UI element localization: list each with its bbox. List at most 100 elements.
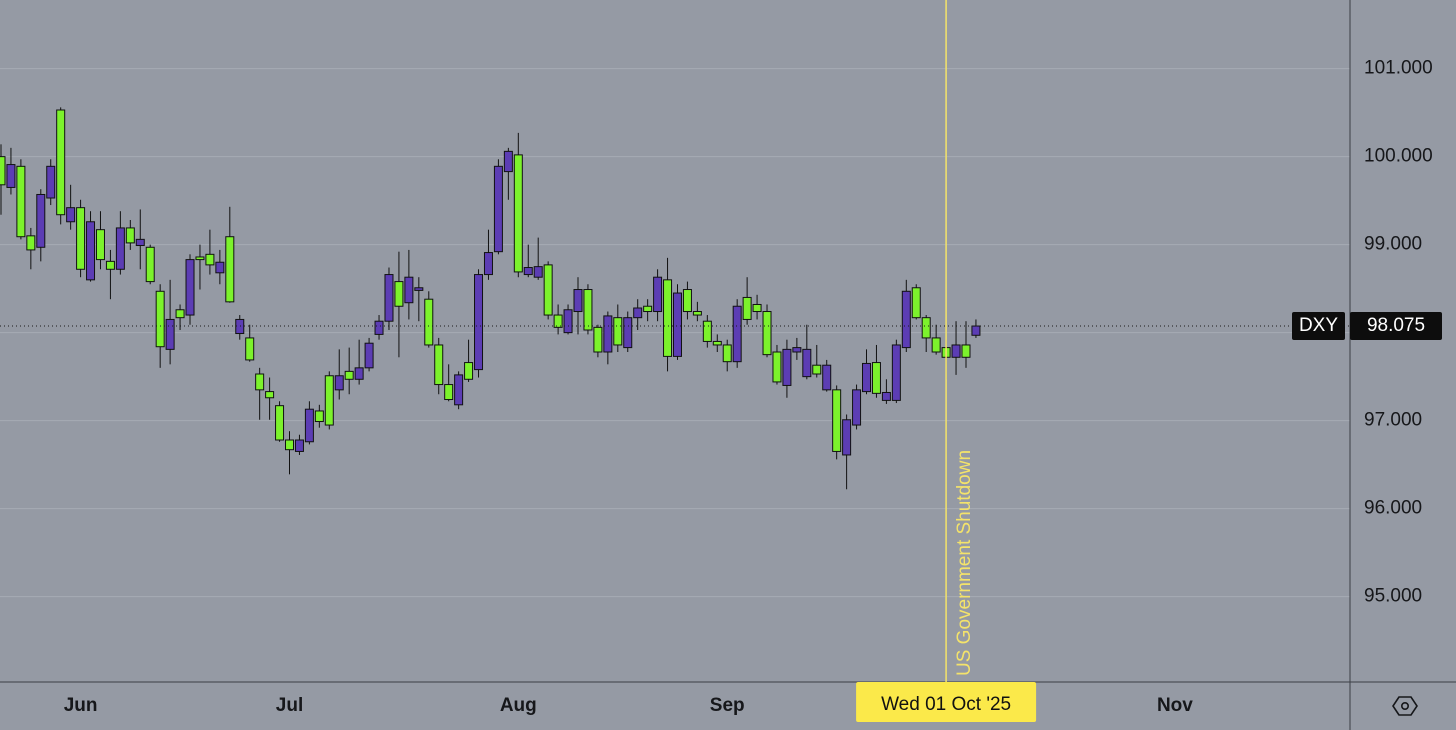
candle-body <box>712 340 722 346</box>
candle-body <box>852 389 862 426</box>
candle-body <box>185 259 195 316</box>
candle-body <box>583 289 593 331</box>
candle-body <box>752 303 762 313</box>
candle-body <box>613 317 623 346</box>
candle-body <box>215 261 225 274</box>
candle-body <box>822 364 832 391</box>
candle-body <box>334 375 344 391</box>
candle-body <box>0 156 6 186</box>
candle-body <box>125 227 135 244</box>
candle-body <box>543 264 553 316</box>
candle-body <box>66 207 76 223</box>
candle-body <box>971 325 981 336</box>
candle-body <box>533 266 543 278</box>
event-label: US Government Shutdown <box>954 450 975 676</box>
candle-body <box>36 193 46 248</box>
candle-body <box>593 326 603 353</box>
candle-body <box>155 290 165 348</box>
candle-body <box>832 389 842 452</box>
x-tick-label: Jun <box>64 695 98 716</box>
candle-body <box>911 287 921 319</box>
candle-body <box>364 342 374 369</box>
candle-body <box>354 367 364 380</box>
candle-body <box>563 309 573 334</box>
candle-body <box>762 311 772 356</box>
x-tick-label: Nov <box>1157 695 1193 716</box>
candle-body <box>603 315 613 353</box>
candle-body <box>86 221 96 281</box>
candle-body <box>424 298 434 346</box>
candle-body <box>235 318 245 335</box>
candle-body <box>842 419 852 456</box>
candle-body <box>772 351 782 383</box>
settings-icon[interactable] <box>1392 696 1418 716</box>
candle-body <box>105 260 115 270</box>
candle-body <box>464 362 474 380</box>
y-tick-label: 99.000 <box>1364 234 1422 255</box>
x-tick-label: Jul <box>276 695 303 716</box>
candle-body <box>573 289 583 313</box>
candle-body <box>76 207 86 270</box>
candle-body <box>46 165 56 199</box>
candle-body <box>871 362 881 394</box>
last-price-label: 98.075 <box>1367 315 1425 336</box>
y-tick-label: 95.000 <box>1364 586 1422 607</box>
candle-body <box>692 311 702 316</box>
candle-body <box>503 150 513 173</box>
candle-body <box>414 287 424 291</box>
candle-body <box>702 320 712 342</box>
candle-body <box>931 337 941 353</box>
last-price-box <box>1350 312 1442 341</box>
candle-body <box>961 344 971 358</box>
candle-body <box>454 374 464 406</box>
candle-body <box>314 410 324 423</box>
candle-body <box>921 317 931 339</box>
crosshair-date-label: Wed 01 Oct '25 <box>881 694 1011 715</box>
candle-body <box>663 279 673 357</box>
candle-body <box>165 318 175 350</box>
candle-body <box>483 252 493 276</box>
candle-body <box>374 320 384 335</box>
candle-body <box>225 236 235 303</box>
candle-body <box>195 256 205 261</box>
candle-body <box>444 384 454 401</box>
y-tick-label: 96.000 <box>1364 498 1422 519</box>
candle-body <box>493 165 503 253</box>
x-tick-label: Sep <box>710 695 745 716</box>
candle-body <box>523 267 533 276</box>
candle-body <box>434 344 444 386</box>
candle-body <box>384 274 394 322</box>
candle-body <box>802 348 812 378</box>
candle-body <box>6 164 16 188</box>
candle-body <box>145 246 155 283</box>
candle-body <box>284 439 294 451</box>
candle-body <box>115 227 125 270</box>
candle-body <box>722 344 732 363</box>
candle-body <box>901 290 911 349</box>
candle-body <box>275 405 285 441</box>
candle-body <box>653 276 663 313</box>
candle-body <box>862 362 872 393</box>
candle-body <box>26 235 36 251</box>
candle-body <box>344 370 354 380</box>
grid <box>0 68 1350 598</box>
candle-body <box>265 391 275 399</box>
candle-body <box>742 296 752 320</box>
x-tick-label: Aug <box>500 695 537 716</box>
candle-body <box>891 344 901 401</box>
series-label-box <box>1292 312 1345 341</box>
candle-body <box>623 317 633 349</box>
candle-body <box>56 109 66 216</box>
candle-body <box>16 165 26 238</box>
y-tick-label: 101.000 <box>1364 58 1433 79</box>
candle-body <box>643 305 653 313</box>
candle-body <box>205 253 215 266</box>
candle-body <box>324 375 334 426</box>
candle-body <box>394 281 404 307</box>
candle-body <box>255 373 265 391</box>
y-tick-label: 97.000 <box>1364 410 1422 431</box>
crosshair-date-box <box>856 682 1037 722</box>
candle-body <box>732 305 742 363</box>
